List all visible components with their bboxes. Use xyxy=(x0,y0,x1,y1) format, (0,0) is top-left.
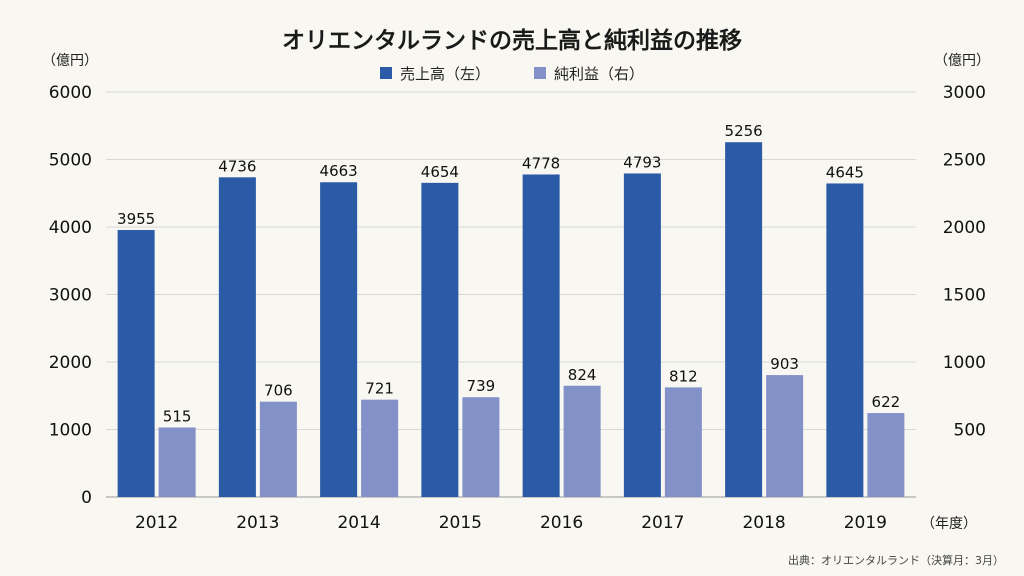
data-label-profit: 515 xyxy=(163,407,192,425)
legend: 売上高（左） 純利益（右） xyxy=(380,65,644,83)
data-label-sales: 4736 xyxy=(218,157,256,175)
legend-label-profit: 純利益（右） xyxy=(554,65,644,83)
left-tick-label: 2000 xyxy=(49,353,92,373)
source-note: 出典：オリエンタルランド（決算月：3月） xyxy=(788,553,1004,567)
data-label-profit: 824 xyxy=(568,366,597,384)
data-label-sales: 3955 xyxy=(117,210,155,228)
data-label-profit: 622 xyxy=(872,393,901,411)
left-axis-unit: （億円） xyxy=(42,53,98,69)
legend-swatch-sales xyxy=(380,67,392,79)
bar-sales xyxy=(218,177,256,497)
left-tick-label: 3000 xyxy=(49,286,92,306)
right-tick-label: 3000 xyxy=(943,83,986,103)
right-axis-unit: （億円） xyxy=(934,53,990,69)
data-label-profit: 903 xyxy=(770,355,799,373)
bar-profit xyxy=(664,387,702,497)
bars xyxy=(117,142,905,498)
right-tick-label: 2500 xyxy=(943,151,986,171)
bar-profit xyxy=(766,375,804,497)
data-label-sales: 4778 xyxy=(522,154,560,172)
left-axis-ticks: 0 1000 2000 3000 4000 5000 6000 xyxy=(49,83,92,508)
data-label-sales: 4654 xyxy=(421,163,459,181)
x-axis-unit: （年度） xyxy=(921,516,977,532)
bar-sales xyxy=(725,142,763,497)
data-label-sales: 4793 xyxy=(623,153,661,171)
right-tick-label: 1500 xyxy=(943,286,986,306)
bar-sales xyxy=(826,183,864,497)
bar-sales xyxy=(623,173,661,497)
bar-profit xyxy=(867,413,905,497)
x-tick-label: 2018 xyxy=(742,513,785,533)
bar-profit xyxy=(563,385,601,497)
legend-label-sales: 売上高（左） xyxy=(400,65,490,83)
right-tick-label: 500 xyxy=(954,421,986,441)
left-tick-label: 4000 xyxy=(49,218,92,238)
right-tick-label: 1000 xyxy=(943,353,986,373)
data-label-profit: 706 xyxy=(264,382,293,400)
data-label-sales: 4645 xyxy=(826,163,864,181)
left-tick-label: 1000 xyxy=(49,421,92,441)
left-tick-label: 6000 xyxy=(49,83,92,103)
data-label-sales: 4663 xyxy=(320,162,358,180)
bar-sales xyxy=(522,174,560,498)
x-tick-label: 2016 xyxy=(540,513,583,533)
data-labels: 3955 515 4736 706 4663 721 4654 739 4778 824 4793 8… xyxy=(117,122,900,425)
bar-sales xyxy=(117,230,155,497)
left-tick-label: 5000 xyxy=(49,151,92,171)
x-tick-label: 2017 xyxy=(641,513,684,533)
right-axis-ticks: 500 1000 1500 2000 2500 3000 xyxy=(943,83,986,441)
bar-profit xyxy=(361,399,399,497)
bar-profit xyxy=(259,401,297,497)
data-label-sales: 5256 xyxy=(725,122,763,140)
legend-swatch-profit xyxy=(534,67,546,79)
data-label-profit: 739 xyxy=(467,377,496,395)
x-axis-ticks: 2012 2013 2014 2015 2016 2017 2018 2019 xyxy=(135,513,887,533)
x-tick-label: 2012 xyxy=(135,513,178,533)
bar-profit xyxy=(158,427,196,497)
bar-profit xyxy=(462,397,500,497)
chart-title: オリエンタルランドの売上高と純利益の推移 xyxy=(282,27,742,54)
x-tick-label: 2013 xyxy=(236,513,279,533)
x-tick-label: 2014 xyxy=(337,513,380,533)
x-tick-label: 2015 xyxy=(439,513,482,533)
left-tick-label: 0 xyxy=(81,488,92,508)
bar-sales xyxy=(320,182,358,497)
data-label-profit: 721 xyxy=(365,380,394,398)
bar-sales xyxy=(421,182,459,498)
right-tick-label: 2000 xyxy=(943,218,986,238)
x-tick-label: 2019 xyxy=(844,513,887,533)
data-label-profit: 812 xyxy=(669,367,698,385)
